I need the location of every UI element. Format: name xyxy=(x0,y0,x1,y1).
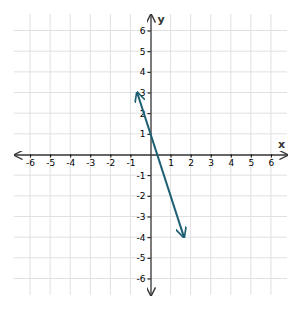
x-tick-label: -2 xyxy=(106,158,115,168)
x-tick-label: 3 xyxy=(208,158,214,168)
y-tick: 5 xyxy=(140,47,151,57)
y-tick-label: -1 xyxy=(137,171,146,181)
y-tick-mark xyxy=(148,31,151,32)
x-tick-label: -1 xyxy=(126,158,135,168)
x-tick-label: 5 xyxy=(249,158,255,168)
x-axis-title: x xyxy=(278,138,285,151)
x-tick-label: -6 xyxy=(26,158,35,168)
y-tick-mark xyxy=(148,93,151,94)
y-tick-label: -3 xyxy=(137,212,146,222)
x-tick-label: 2 xyxy=(188,158,194,168)
y-tick-mark xyxy=(148,278,151,279)
x-tick: 4 xyxy=(228,155,234,168)
chart: -6-5-4-3-2-1123456-6-5-4-3-2-1123456xy xyxy=(0,0,301,309)
y-tick-label: -5 xyxy=(137,253,146,263)
y-tick-mark xyxy=(148,237,151,238)
y-tick-label: 5 xyxy=(140,47,146,57)
x-tick-label: -3 xyxy=(86,158,95,168)
y-tick-mark xyxy=(148,51,151,52)
x-tick: 1 xyxy=(168,155,174,168)
y-tick: -4 xyxy=(137,233,151,243)
y-tick-mark xyxy=(148,175,151,176)
x-tick: -4 xyxy=(66,155,75,168)
y-axis: -6-5-4-3-2-1123456 xyxy=(137,15,151,296)
x-tick-label: 1 xyxy=(168,158,174,168)
y-tick: -3 xyxy=(137,212,151,222)
y-tick-mark xyxy=(148,216,151,217)
y-tick: -5 xyxy=(137,253,151,263)
y-tick: 6 xyxy=(140,26,151,36)
y-tick-mark xyxy=(148,72,151,73)
x-tick: -2 xyxy=(106,155,115,168)
x-tick: -6 xyxy=(26,155,35,168)
x-tick: -5 xyxy=(46,155,55,168)
y-axis-line xyxy=(150,15,151,296)
marks xyxy=(137,92,184,237)
grid xyxy=(14,14,287,295)
y-tick: 3 xyxy=(140,88,151,98)
y-tick-label: 4 xyxy=(140,67,146,77)
x-tick: -3 xyxy=(86,155,95,168)
y-tick-mark xyxy=(148,113,151,114)
y-tick-mark xyxy=(148,196,151,197)
y-tick: -6 xyxy=(137,274,151,284)
y-tick-label: -6 xyxy=(137,274,146,284)
x-tick-label: -5 xyxy=(46,158,55,168)
x-tick-label: 4 xyxy=(228,158,234,168)
x-tick: 3 xyxy=(208,155,214,168)
y-tick-mark xyxy=(148,258,151,259)
y-tick-label: -4 xyxy=(137,233,146,243)
y-tick-label: 3 xyxy=(140,88,146,98)
line xyxy=(137,92,184,237)
y-tick-label: -2 xyxy=(137,191,146,201)
y-tick-label: 1 xyxy=(140,129,146,139)
x-tick-label: 6 xyxy=(269,158,275,168)
y-tick-label: 6 xyxy=(140,26,146,36)
y-tick: -2 xyxy=(137,191,151,201)
y-tick: 4 xyxy=(140,67,151,77)
x-tick: 5 xyxy=(249,155,255,168)
x-tick: -1 xyxy=(126,155,135,168)
x-tick-label: -4 xyxy=(66,158,75,168)
y-axis-title: y xyxy=(158,13,165,26)
x-tick: 2 xyxy=(188,155,194,168)
x-tick: 6 xyxy=(269,155,275,168)
y-tick: -1 xyxy=(137,171,151,181)
plot: -6-5-4-3-2-1123456-6-5-4-3-2-1123456xy xyxy=(14,13,288,296)
